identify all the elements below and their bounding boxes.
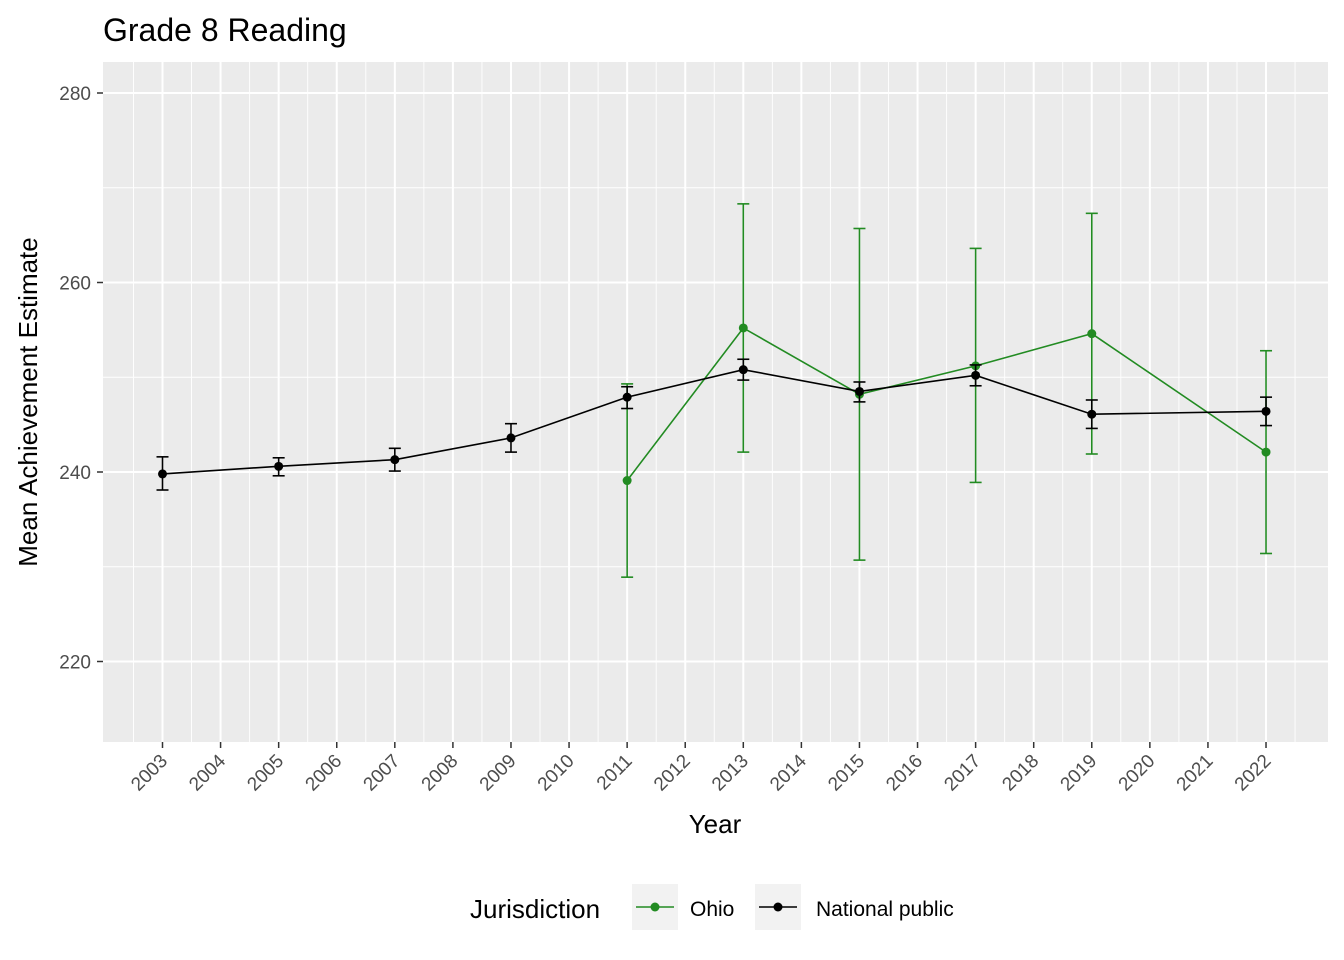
legend-label-national-public: National public: [816, 898, 954, 921]
data-point-national-public: [390, 455, 400, 465]
x-tick-label: 2012: [650, 751, 695, 796]
data-point-ohio: [622, 476, 632, 486]
x-tick-label: 2019: [1057, 751, 1102, 796]
data-point-ohio: [1087, 329, 1097, 339]
x-tick-label: 2009: [476, 751, 521, 796]
x-tick-label: 2006: [302, 751, 347, 796]
x-tick-label: 2011: [593, 751, 637, 795]
y-tick-label: 220: [59, 653, 91, 674]
x-tick-label: 2014: [766, 750, 811, 795]
data-point-ohio: [738, 323, 748, 333]
y-tick-label: 280: [59, 84, 91, 105]
x-tick-label: 2021: [1173, 751, 1218, 796]
x-axis-title: Year: [689, 809, 742, 839]
x-tick-label: 2004: [185, 750, 230, 795]
data-point-national-public: [158, 469, 167, 479]
y-tick-label: 260: [59, 274, 91, 295]
x-tick-label: 2020: [1115, 751, 1160, 796]
series-national-public: [156, 358, 1273, 491]
legend-title: Jurisdiction: [470, 894, 600, 924]
legend: Jurisdiction Ohio National public: [470, 884, 954, 930]
data-point-national-public: [1261, 406, 1271, 416]
legend-key-ohio-point: [650, 902, 660, 912]
x-tick-label: 2008: [418, 751, 463, 796]
x-tick-label: 2013: [708, 751, 753, 796]
x-tick-label: 2010: [534, 751, 579, 796]
data-point-national-public: [622, 392, 632, 402]
chart-title: Grade 8 Reading: [103, 12, 347, 48]
data-point-national-public: [738, 365, 748, 375]
x-tick-label: 2022: [1231, 751, 1276, 796]
data-point-national-public: [1087, 409, 1097, 419]
data-point-national-public: [854, 386, 864, 396]
series-line-national-public: [162, 368, 1267, 475]
x-tick-label: 2005: [243, 751, 288, 796]
x-tick-label: 2015: [824, 751, 869, 796]
grid-lines: [103, 62, 1328, 742]
y-axis-title: Mean Achievement Estimate: [13, 237, 43, 567]
data-point-national-public: [971, 370, 981, 380]
plot-panel: [103, 62, 1328, 742]
data-point-ohio: [1261, 447, 1271, 457]
x-tick-label: 2007: [360, 751, 405, 796]
series-layer: [156, 203, 1273, 578]
x-tick-label: 2017: [940, 751, 985, 796]
series-line-ohio: [626, 326, 1267, 482]
data-point-national-public: [274, 461, 284, 471]
x-tick-label: 2016: [882, 751, 927, 796]
x-tick-label: 2018: [998, 751, 1043, 796]
x-tick-label: 2003: [127, 751, 172, 796]
legend-label-ohio: Ohio: [690, 898, 734, 921]
data-point-national-public: [506, 433, 516, 443]
y-tick-label: 240: [59, 463, 91, 484]
legend-key-national-public-point: [773, 902, 783, 912]
